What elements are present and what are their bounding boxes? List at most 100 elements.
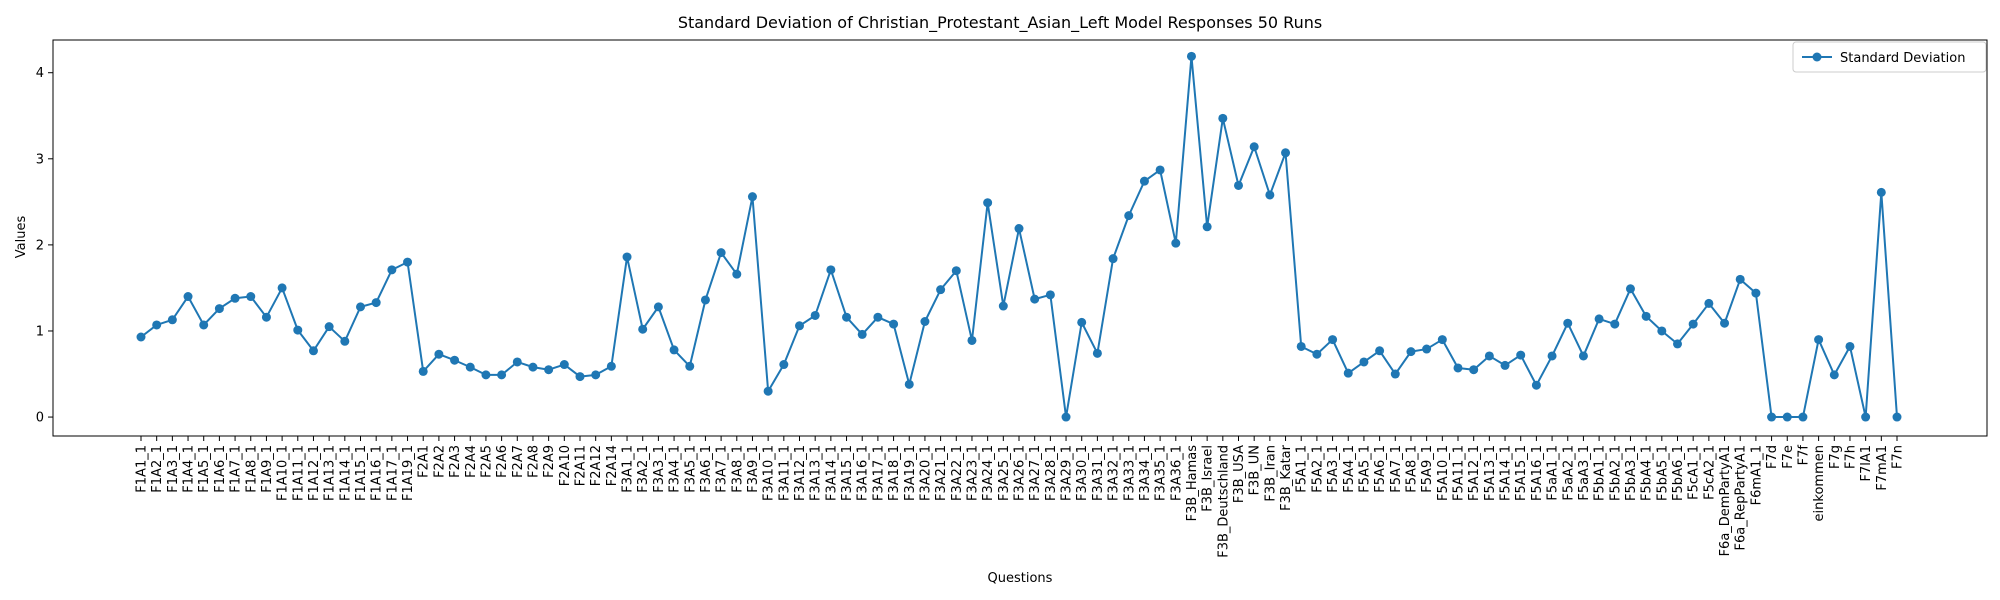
data-point [277, 283, 287, 293]
data-point [1375, 346, 1385, 356]
data-point [387, 265, 397, 275]
y-axis-label: Values [14, 216, 29, 259]
data-point [1453, 363, 1463, 373]
x-tick-label: F1A14_1 [338, 445, 353, 501]
x-tick-label: F2A7 [511, 445, 526, 478]
data-point [450, 355, 460, 365]
data-point [983, 198, 993, 208]
data-point [1249, 142, 1259, 152]
x-tick-label: F2A2 [432, 445, 447, 478]
data-point [559, 360, 569, 370]
data-point [1798, 412, 1808, 422]
plot-frame [52, 39, 1988, 437]
x-tick-label: F3A21_1 [934, 445, 949, 501]
x-tick-label: F3A3_1 [652, 445, 667, 493]
x-tick-label: F7e [1781, 445, 1796, 469]
x-tick-label: F1A13_1 [323, 445, 338, 501]
x-tick-label: F1A15_1 [354, 445, 369, 501]
x-tick-label: F3A4_1 [668, 445, 683, 493]
x-tick-label: F3A22_1 [950, 445, 965, 501]
x-tick-label: F1A9_1 [260, 445, 275, 493]
data-point [1547, 351, 1557, 361]
data-point [951, 266, 961, 276]
data-point [1077, 317, 1087, 327]
x-tick-label: F5A10_1 [1436, 445, 1451, 501]
x-tick-label: F5A5_1 [1357, 445, 1372, 493]
x-tick-label: F3A19_1 [903, 445, 918, 501]
data-point [700, 295, 710, 305]
x-tick-label: F5A12_1 [1467, 445, 1482, 501]
data-point [1531, 380, 1541, 390]
data-point [1328, 335, 1338, 345]
data-point [1625, 284, 1635, 294]
data-point [1422, 344, 1432, 354]
x-tick-label: F1A16_1 [370, 445, 385, 501]
data-point [606, 361, 616, 371]
x-tick-label: F1A1_1 [135, 445, 150, 493]
data-point [1312, 349, 1322, 359]
data-point [293, 325, 303, 335]
data-point [1218, 113, 1228, 123]
y-tick-label: 3 [36, 152, 44, 167]
data-point [371, 298, 381, 308]
data-point [1673, 339, 1682, 349]
x-tick-label: F2A9 [542, 445, 557, 478]
x-tick-label: F5A6_1 [1373, 445, 1388, 493]
x-tick-label: F3A5_1 [683, 445, 698, 493]
data-point [763, 386, 773, 396]
data-point [1124, 211, 1134, 221]
data-point [261, 312, 271, 322]
x-tick-label: F2A14 [605, 445, 620, 486]
data-point [1186, 51, 1196, 61]
x-tick-label: F5bA2_1 [1608, 445, 1623, 501]
data-point [967, 335, 977, 345]
x-tick-label: F1A8_1 [244, 445, 259, 493]
x-tick-label: F1A3_1 [166, 445, 181, 493]
x-tick-label: F5cA2_1 [1702, 445, 1717, 500]
x-tick-label: F3A15_1 [840, 445, 855, 501]
y-tick-label: 4 [36, 66, 44, 81]
x-tick-label: F3B_USA [1232, 445, 1247, 503]
data-point [1265, 190, 1275, 200]
y-tick-label: 2 [36, 238, 44, 253]
data-point [1484, 351, 1494, 361]
data-point [889, 319, 899, 329]
x-tick-label: F3B_Iran [1263, 445, 1278, 502]
data-point [1751, 288, 1761, 298]
x-tick-label: F3A30_1 [1075, 445, 1090, 501]
data-point [1767, 412, 1777, 422]
x-tick-label: F3A36_1 [1169, 445, 1184, 501]
x-tick-label: F5A4_1 [1342, 445, 1357, 493]
x-tick-label: F1A6_1 [213, 445, 228, 493]
data-point [1171, 238, 1181, 248]
data-point [1014, 224, 1024, 234]
x-tick-label: F2A1 [417, 445, 432, 478]
x-tick-label: F5bA3_1 [1624, 445, 1639, 501]
data-point [904, 379, 914, 389]
data-point [152, 320, 162, 330]
x-tick-label: F5aA2_1 [1561, 445, 1576, 501]
x-tick-label: F7h [1843, 445, 1858, 469]
data-point [136, 332, 146, 342]
data-point [418, 366, 428, 376]
x-tick-label: F3A16_1 [856, 445, 871, 501]
x-tick-label: F5A8_1 [1404, 445, 1419, 493]
x-tick-label: F1A2_1 [150, 445, 165, 493]
x-tick-label: F3B_Katar [1279, 444, 1294, 510]
x-tick-label: F3A9_1 [746, 445, 761, 493]
data-point [591, 370, 601, 380]
data-point [669, 345, 679, 355]
x-tick-label: F3A1_1 [621, 445, 636, 493]
data-point [214, 304, 224, 314]
chart-title: Standard Deviation of Christian_Protesta… [678, 13, 1322, 33]
x-tick-label: F3A14_1 [824, 445, 839, 501]
x-tick-label: F6a_DemPartyA1 [1718, 445, 1733, 556]
x-tick-label: F5bA5_1 [1655, 445, 1670, 501]
x-tick-label: F3A11_1 [777, 445, 792, 501]
data-point [622, 252, 632, 262]
x-tick-label: F1A5_1 [197, 445, 212, 493]
data-point [199, 320, 209, 330]
data-point [1720, 318, 1730, 328]
data-point [857, 329, 867, 339]
x-tick-label: F3A17_1 [871, 445, 886, 501]
